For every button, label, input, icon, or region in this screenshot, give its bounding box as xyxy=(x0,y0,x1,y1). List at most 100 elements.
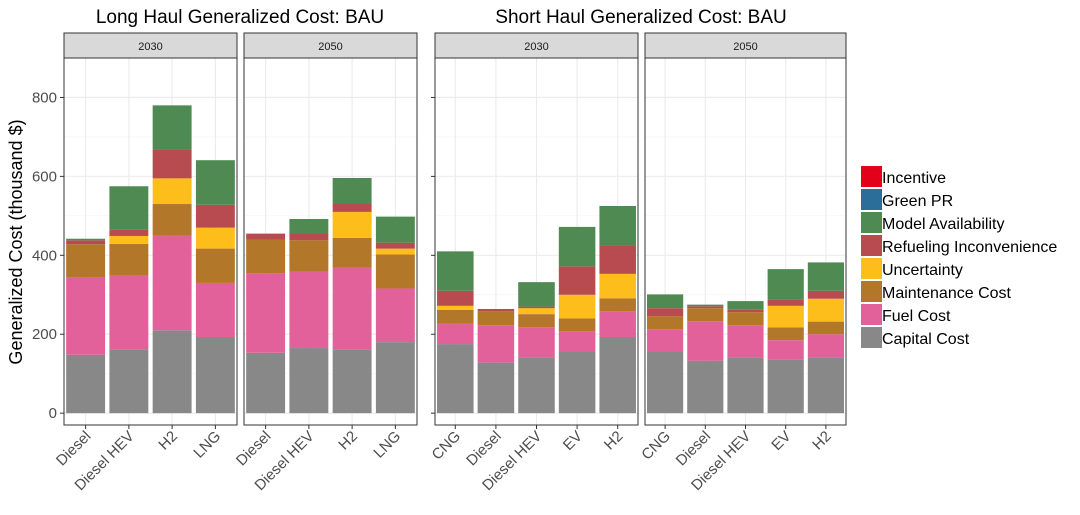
bar-segment-uncertainty xyxy=(437,305,474,310)
bar-segment-model-availability xyxy=(375,216,415,243)
legend-item-green-pr: Green PR xyxy=(861,189,953,210)
bar-segment-capital-cost xyxy=(66,354,106,414)
bar-segment-refueling-inconvenience xyxy=(518,306,555,309)
x-tick-label: LNG xyxy=(370,428,404,462)
bar-segment-capital-cost xyxy=(727,357,764,414)
x-tick-label: LNG xyxy=(190,428,224,462)
bar-segment-maintenance-cost xyxy=(558,318,596,332)
bar-segment-model-availability xyxy=(332,177,372,205)
panel-strip-label: 2050 xyxy=(318,41,342,53)
bar-segment-uncertainty xyxy=(152,178,192,205)
bar-segment-refueling-inconvenience xyxy=(687,306,724,309)
x-tick-label: Diesel xyxy=(53,428,94,469)
x-tick-label: H2 xyxy=(601,428,627,454)
bar-segment-refueling-inconvenience xyxy=(807,290,844,299)
legend-item-incentive: Incentive xyxy=(861,166,946,187)
legend-swatch xyxy=(861,189,882,210)
legend-item-fuel-cost: Fuel Cost xyxy=(861,304,951,325)
bar-segment-uncertainty xyxy=(599,273,636,299)
legend-swatch xyxy=(861,258,882,279)
legend-label: Refueling Inconvenience xyxy=(882,239,1057,256)
legend-swatch xyxy=(861,327,882,348)
bar-segment-capital-cost xyxy=(647,351,684,414)
short-haul-title: Short Haul Generalized Cost: BAU xyxy=(495,7,786,28)
y-tick-label: 600 xyxy=(32,168,57,185)
legend-label: Uncertainty xyxy=(882,262,963,279)
bar-segment-fuel-cost xyxy=(687,321,724,361)
legend-label: Incentive xyxy=(882,170,946,187)
bar-segment-capital-cost xyxy=(437,344,474,414)
bar-segment-maintenance-cost xyxy=(687,308,724,322)
bar-segment-maintenance-cost xyxy=(437,309,474,324)
bar-segment-maintenance-cost xyxy=(518,314,555,328)
panel-border xyxy=(243,57,418,426)
bar-segment-capital-cost xyxy=(687,360,724,414)
bar-segment-maintenance-cost xyxy=(807,321,844,335)
bar-segment-fuel-cost xyxy=(599,311,636,337)
panel-strip-label: 2050 xyxy=(733,41,757,53)
bar-segment-capital-cost xyxy=(289,348,329,414)
x-tick-label: H2 xyxy=(809,428,835,454)
bar-segment-uncertainty xyxy=(518,308,555,315)
bar-segment-refueling-inconvenience xyxy=(246,233,286,240)
x-tick-label: CNG xyxy=(638,428,674,464)
bar-segment-fuel-cost xyxy=(195,282,235,337)
bar-segment-capital-cost xyxy=(195,336,235,414)
bar-segment-uncertainty xyxy=(807,298,844,322)
bar-segment-fuel-cost xyxy=(477,325,515,363)
bar-segment-refueling-inconvenience xyxy=(332,204,372,212)
bar-segment-model-availability xyxy=(687,304,724,307)
x-tick-label: H2 xyxy=(155,428,181,454)
y-tick-label: 200 xyxy=(32,326,57,343)
bar-segment-maintenance-cost xyxy=(246,239,286,274)
bar-segment-capital-cost xyxy=(375,342,415,414)
bar-segment-refueling-inconvenience xyxy=(152,149,192,179)
y-tick-label: 0 xyxy=(49,405,57,422)
legend-item-model-availability: Model Availability xyxy=(861,212,1004,233)
bar-segment-maintenance-cost xyxy=(599,298,636,312)
bar-segment-fuel-cost xyxy=(437,323,474,345)
bar-segment-refueling-inconvenience xyxy=(767,299,804,306)
legend-label: Fuel Cost xyxy=(882,308,951,325)
bar-segment-fuel-cost xyxy=(289,271,329,349)
bar-segment-model-availability xyxy=(437,251,474,291)
panel-strip-label: 2030 xyxy=(138,41,162,53)
bar-segment-fuel-cost xyxy=(558,331,596,352)
bar-segment-maintenance-cost xyxy=(375,254,415,289)
bar-segment-fuel-cost xyxy=(727,325,764,358)
bar-segment-model-availability xyxy=(66,238,106,241)
bar-segment-refueling-inconvenience xyxy=(477,308,515,312)
bar-segment-maintenance-cost xyxy=(195,248,235,283)
bar-segment-fuel-cost xyxy=(109,275,149,350)
bar-segment-maintenance-cost xyxy=(332,237,372,268)
bar-segment-capital-cost xyxy=(518,357,555,414)
legend-item-capital-cost: Capital Cost xyxy=(861,327,970,348)
bar-segment-fuel-cost xyxy=(332,267,372,350)
bar-segment-capital-cost xyxy=(477,362,515,414)
bar-segment-refueling-inconvenience xyxy=(727,309,764,313)
bar-segment-capital-cost xyxy=(767,359,804,414)
legend-item-refueling-inconvenience: Refueling Inconvenience xyxy=(861,235,1057,256)
bar-segment-maintenance-cost xyxy=(477,311,515,326)
bar-segment-model-availability xyxy=(727,301,764,310)
panel-strip xyxy=(644,32,847,59)
panel-strip-label: 2030 xyxy=(524,41,548,53)
bar-segment-model-availability xyxy=(767,269,804,300)
legend-swatch xyxy=(861,281,882,302)
legend-label: Model Availability xyxy=(882,216,1004,233)
bar-segment-model-availability xyxy=(109,186,149,230)
bar-segment-fuel-cost xyxy=(807,334,844,358)
bar-segment-refueling-inconvenience xyxy=(558,266,596,295)
bar-segment-maintenance-cost xyxy=(152,204,192,236)
bar-segment-maintenance-cost xyxy=(767,327,804,341)
bar-segment-uncertainty xyxy=(332,211,372,238)
legend: Incentive Green PR Model Availability Refue… xyxy=(861,166,1057,348)
y-tick-label: 400 xyxy=(32,247,57,264)
legend-item-uncertainty: Uncertainty xyxy=(861,258,963,279)
bar-segment-uncertainty xyxy=(767,305,804,328)
legend-label: Green PR xyxy=(882,193,953,210)
